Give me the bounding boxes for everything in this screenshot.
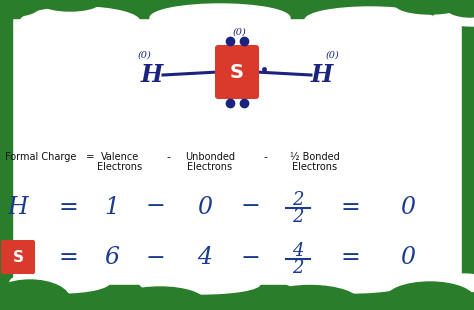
Ellipse shape [420,274,474,292]
Text: 2: 2 [292,191,304,209]
Text: 1: 1 [104,196,119,219]
Ellipse shape [0,280,70,310]
Text: −: − [240,196,260,219]
Text: =: = [58,246,78,269]
Ellipse shape [40,0,100,11]
Text: =: = [340,246,360,269]
Text: Electrons: Electrons [187,162,233,172]
Text: 4: 4 [198,246,212,269]
Text: -: - [166,152,170,162]
Ellipse shape [260,286,360,310]
Text: 4: 4 [292,242,304,260]
Text: (0): (0) [137,51,151,60]
Text: H: H [8,196,28,219]
Bar [0,0,474,18]
Text: ½ Bonded: ½ Bonded [290,152,340,162]
Ellipse shape [445,0,474,17]
Text: Unbonded: Unbonded [185,152,235,162]
Ellipse shape [10,271,110,293]
Bar [0,285,474,310]
Text: −: − [145,196,165,219]
Text: 2: 2 [292,259,304,277]
Text: -: - [263,152,267,162]
Text: −: − [145,246,165,269]
Text: 0: 0 [198,196,212,219]
Text: Formal Charge: Formal Charge [5,152,76,162]
Text: =: = [86,152,94,162]
Text: =: = [340,196,360,219]
Text: 0: 0 [401,196,416,219]
Text: (0): (0) [325,51,339,60]
Ellipse shape [140,274,260,294]
Text: H: H [141,63,163,87]
Ellipse shape [150,4,290,32]
Ellipse shape [385,282,474,310]
Text: S: S [12,250,24,265]
Ellipse shape [0,0,40,16]
Text: H: H [311,63,333,87]
Ellipse shape [285,269,415,293]
Text: Electrons: Electrons [98,162,143,172]
Text: −: − [240,246,260,269]
FancyBboxPatch shape [215,45,259,99]
Ellipse shape [20,7,140,37]
Text: 6: 6 [104,246,119,269]
Text: 2: 2 [292,208,304,226]
FancyBboxPatch shape [1,240,35,274]
Text: =: = [58,196,78,219]
Text: Valence: Valence [101,152,139,162]
Text: Electrons: Electrons [292,162,337,172]
Ellipse shape [305,7,435,33]
Ellipse shape [434,6,474,26]
Text: 0: 0 [401,246,416,269]
Ellipse shape [115,287,205,310]
Ellipse shape [395,0,465,14]
Text: (0): (0) [232,28,246,37]
Text: S: S [230,64,244,82]
Bar [462,0,474,310]
Bar [0,0,12,310]
